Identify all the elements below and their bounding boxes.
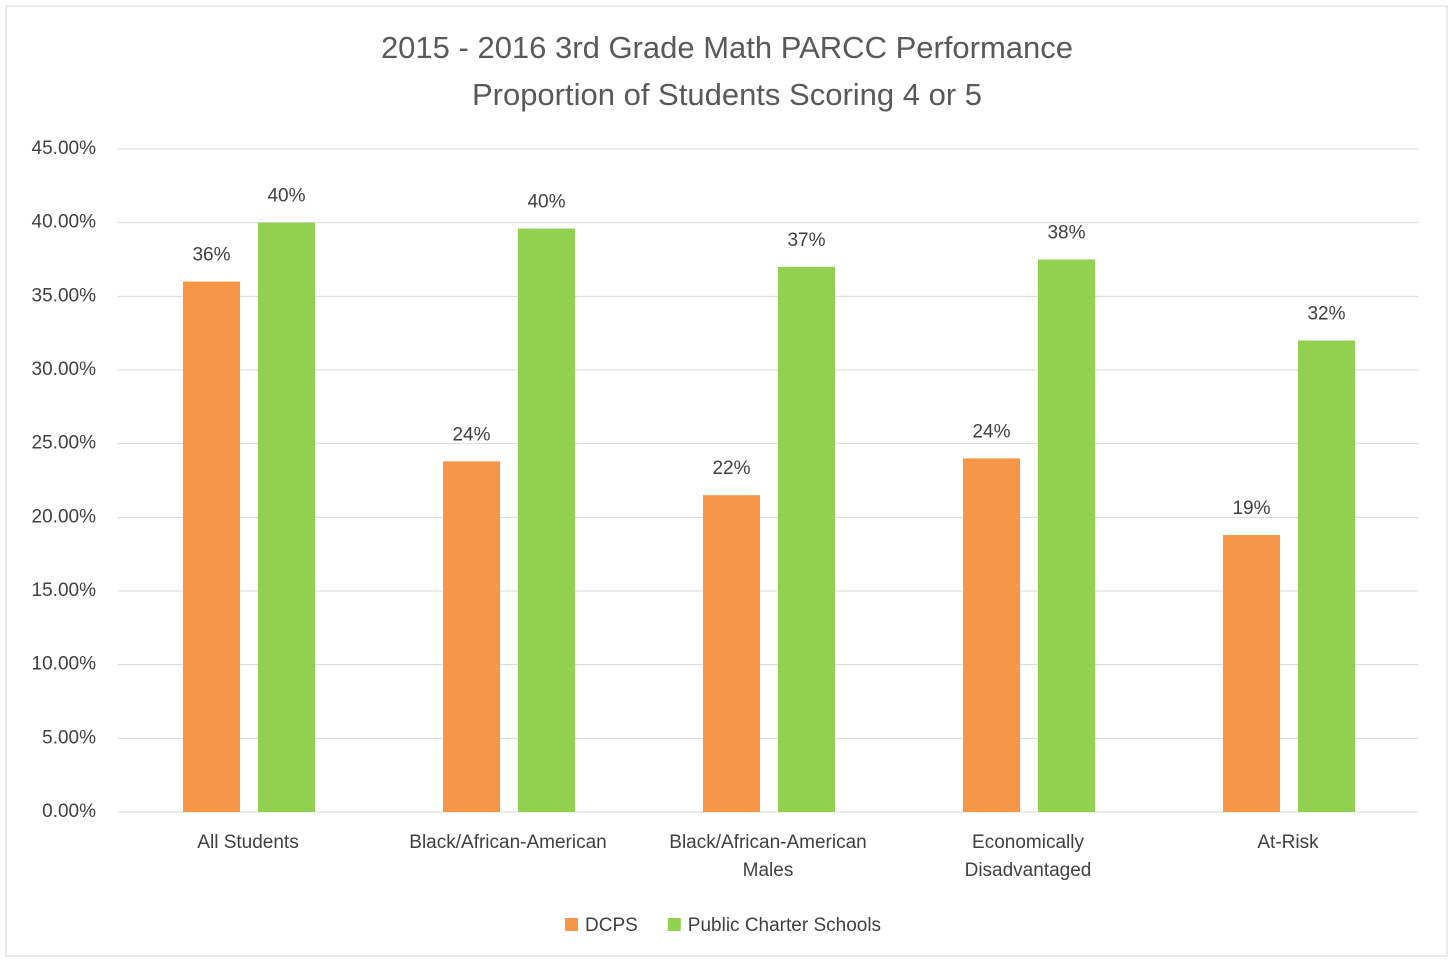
legend-swatch xyxy=(565,918,578,931)
bar xyxy=(778,266,835,812)
legend-label: Public Charter Schools xyxy=(688,915,881,936)
data-label: 19% xyxy=(1232,498,1270,519)
chart-title: 2015 - 2016 3rd Grade Math PARCC Perform… xyxy=(381,30,1073,65)
y-tick-label: 20.00% xyxy=(32,506,97,527)
data-label: 22% xyxy=(712,458,750,479)
y-tick-label: 5.00% xyxy=(42,727,96,748)
bar xyxy=(963,458,1020,812)
y-tick-label: 25.00% xyxy=(32,433,97,454)
data-label: 24% xyxy=(452,424,490,445)
y-tick-label: 30.00% xyxy=(32,359,97,380)
y-tick-label: 15.00% xyxy=(32,580,97,601)
x-tick-label: All Students xyxy=(197,832,299,853)
data-label: 40% xyxy=(527,192,565,213)
y-tick-label: 0.00% xyxy=(42,801,96,822)
bar xyxy=(258,222,315,812)
legend-label: DCPS xyxy=(585,915,638,936)
y-tick-label: 40.00% xyxy=(32,212,97,233)
bar xyxy=(518,228,575,812)
bar xyxy=(703,495,760,812)
x-tick-label: At-Risk xyxy=(1257,832,1319,853)
data-label: 24% xyxy=(972,421,1010,442)
x-tick-label: Black/African-American Males xyxy=(669,832,867,881)
bar xyxy=(1038,259,1095,812)
bar xyxy=(1223,535,1280,812)
x-tick-label: Black/African-American xyxy=(409,832,607,853)
data-label: 37% xyxy=(787,230,825,251)
data-label: 32% xyxy=(1307,304,1345,325)
bar xyxy=(1298,340,1355,812)
chart-subtitle: Proportion of Students Scoring 4 or 5 xyxy=(472,77,982,112)
y-tick-label: 10.00% xyxy=(32,654,97,675)
x-tick-label: Economically Disadvantaged xyxy=(964,832,1092,881)
legend-swatch xyxy=(667,918,681,931)
bar xyxy=(183,281,240,813)
data-label: 38% xyxy=(1047,223,1085,244)
y-tick-label: 45.00% xyxy=(32,138,97,159)
y-tick-label: 35.00% xyxy=(32,285,97,306)
bar xyxy=(443,461,500,812)
data-label: 40% xyxy=(267,186,305,207)
data-label: 36% xyxy=(192,245,230,266)
